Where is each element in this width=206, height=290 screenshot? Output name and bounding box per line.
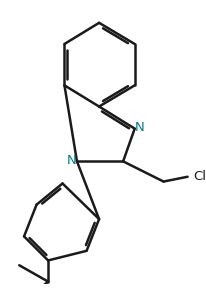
Text: Cl: Cl [192,170,205,183]
Text: N: N [67,154,76,167]
Text: N: N [135,121,144,134]
